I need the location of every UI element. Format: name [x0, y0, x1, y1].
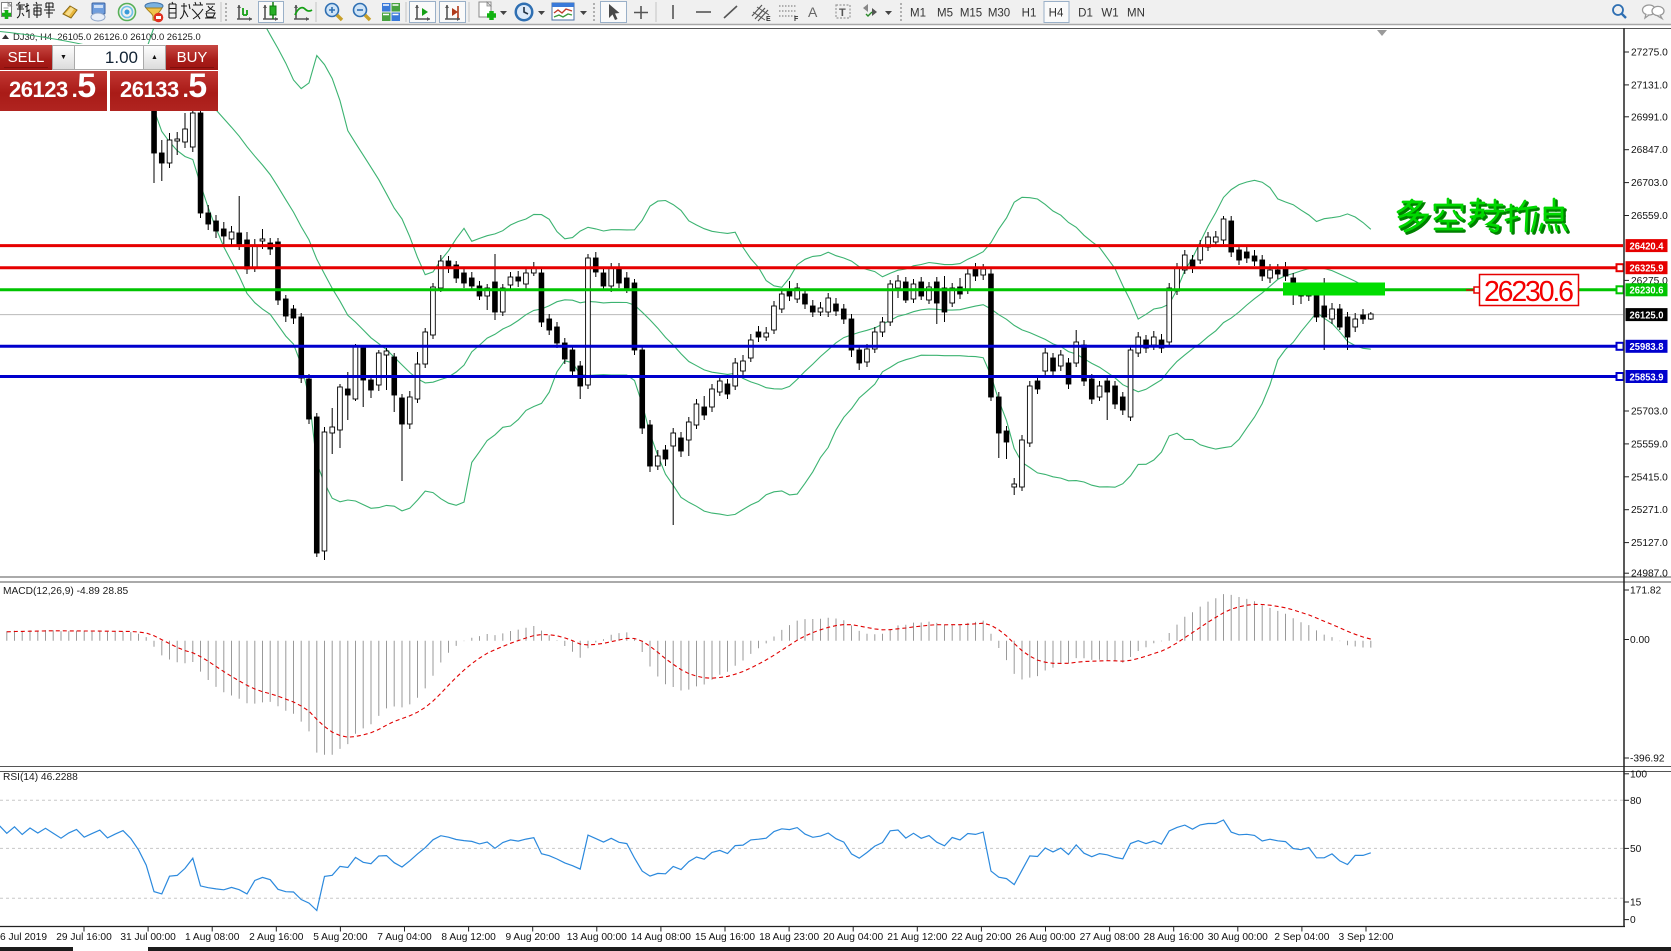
- svg-text:2 Sep 04:00: 2 Sep 04:00: [1274, 932, 1329, 943]
- svg-text:5 Aug 20:00: 5 Aug 20:00: [313, 932, 368, 943]
- svg-text:25703.0: 25703.0: [1631, 407, 1668, 418]
- svg-text:15 Aug 16:00: 15 Aug 16:00: [695, 932, 755, 943]
- svg-text:22 Aug 20:00: 22 Aug 20:00: [951, 932, 1011, 943]
- svg-text:25559.0: 25559.0: [1631, 439, 1668, 450]
- svg-text:3 Sep 12:00: 3 Sep 12:00: [1339, 932, 1394, 943]
- svg-text:7 Aug 04:00: 7 Aug 04:00: [377, 932, 432, 943]
- svg-text:1 Aug 08:00: 1 Aug 08:00: [185, 932, 240, 943]
- svg-text:25415.0: 25415.0: [1631, 472, 1668, 483]
- svg-text:31 Jul 00:00: 31 Jul 00:00: [120, 932, 176, 943]
- svg-text:MN: MN: [1127, 8, 1145, 20]
- svg-text:H4: H4: [1049, 8, 1064, 20]
- svg-text:F: F: [794, 16, 799, 23]
- svg-text:25127.0: 25127.0: [1631, 538, 1668, 549]
- svg-text:100: 100: [1630, 769, 1647, 780]
- svg-text:171.82: 171.82: [1630, 586, 1661, 597]
- svg-text:26559.0: 26559.0: [1631, 211, 1668, 222]
- svg-text:H1: H1: [1022, 8, 1037, 20]
- svg-text:15: 15: [1630, 898, 1642, 909]
- svg-text:26325.9: 26325.9: [1630, 264, 1664, 275]
- svg-text:W1: W1: [1101, 8, 1118, 20]
- svg-text:26703.0: 26703.0: [1631, 178, 1668, 189]
- svg-text:2 Aug 16:00: 2 Aug 16:00: [249, 932, 304, 943]
- svg-text:27131.0: 27131.0: [1631, 80, 1668, 91]
- svg-text:26420.4: 26420.4: [1630, 241, 1664, 252]
- svg-text:25983.8: 25983.8: [1630, 342, 1664, 353]
- svg-text:24987.0: 24987.0: [1631, 569, 1668, 580]
- svg-text:M15: M15: [960, 8, 982, 20]
- svg-text:14 Aug 08:00: 14 Aug 08:00: [631, 932, 691, 943]
- svg-text:M5: M5: [937, 8, 953, 20]
- svg-text:18 Aug 23:00: 18 Aug 23:00: [759, 932, 819, 943]
- svg-text:E: E: [766, 16, 771, 23]
- svg-text:26275.0: 26275.0: [1631, 276, 1668, 287]
- svg-text:13 Aug 00:00: 13 Aug 00:00: [567, 932, 627, 943]
- svg-text:RSI(14) 46.2288: RSI(14) 46.2288: [3, 772, 78, 783]
- svg-text:25853.9: 25853.9: [1630, 372, 1664, 383]
- svg-text:21 Aug 12:00: 21 Aug 12:00: [887, 932, 947, 943]
- svg-text:26230.6: 26230.6: [1630, 286, 1664, 297]
- svg-text:M30: M30: [988, 8, 1010, 20]
- svg-text:29 Jul 16:00: 29 Jul 16:00: [56, 932, 112, 943]
- svg-text:28 Aug 16:00: 28 Aug 16:00: [1144, 932, 1204, 943]
- svg-text:26847.0: 26847.0: [1631, 145, 1668, 156]
- svg-text:50: 50: [1630, 844, 1642, 855]
- svg-text:27 Aug 08:00: 27 Aug 08:00: [1080, 932, 1140, 943]
- svg-text:DJ30, H4 26105.0 26126.0 2610: DJ30, H4 26105.0 26126.0 26100.0 26125.0: [13, 31, 201, 42]
- svg-text:26125.0: 26125.0: [1630, 310, 1664, 321]
- svg-text:26991.0: 26991.0: [1631, 112, 1668, 123]
- svg-text:80: 80: [1630, 796, 1642, 807]
- svg-text:26230.6: 26230.6: [1484, 276, 1574, 308]
- svg-text:9 Aug 20:00: 9 Aug 20:00: [506, 932, 561, 943]
- svg-text:8 Aug 12:00: 8 Aug 12:00: [441, 932, 496, 943]
- svg-text:27275.0: 27275.0: [1631, 48, 1668, 59]
- svg-text:25271.0: 25271.0: [1631, 505, 1668, 516]
- svg-text:0.00: 0.00: [1630, 635, 1650, 646]
- svg-text:26 Aug 00:00: 26 Aug 00:00: [1015, 932, 1075, 943]
- svg-text:MACD(12,26,9) -4.89 28.85: MACD(12,26,9) -4.89 28.85: [3, 586, 128, 597]
- svg-text:30 Aug 00:00: 30 Aug 00:00: [1208, 932, 1268, 943]
- svg-text:-396.92: -396.92: [1630, 754, 1665, 765]
- svg-text:A: A: [808, 4, 818, 20]
- svg-text:0: 0: [1630, 915, 1636, 926]
- svg-text:20 Aug 04:00: 20 Aug 04:00: [823, 932, 883, 943]
- svg-text:D1: D1: [1078, 8, 1093, 20]
- svg-text:6 Jul 2019: 6 Jul 2019: [0, 932, 47, 943]
- svg-text:M1: M1: [910, 8, 926, 20]
- svg-text:T: T: [839, 7, 846, 19]
